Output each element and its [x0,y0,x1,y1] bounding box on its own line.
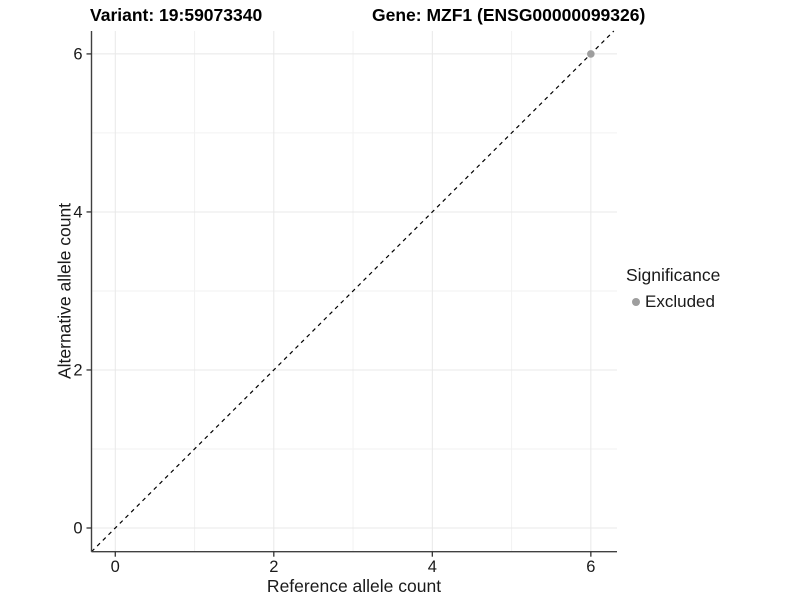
gene-title: Gene: MZF1 (ENSG00000099326) [372,5,646,25]
legend: Significance Excluded [626,265,720,312]
legend-item-excluded: Excluded [626,292,720,312]
excluded-point-icon [632,298,640,306]
identity-reference-line [91,30,615,553]
x-tick-label: 0 [111,558,120,576]
variant-title: Variant: 19:59073340 [90,5,263,25]
x-tick-label: 4 [428,558,437,576]
data-point-excluded [587,50,595,58]
legend-item-label: Excluded [645,292,715,311]
x-axis-title: Reference allele count [266,576,442,596]
y-tick-label: 2 [73,361,82,379]
y-axis-title: Alternative allele count [54,202,75,380]
legend-title: Significance [626,265,721,285]
y-tick-label: 4 [73,203,82,221]
x-tick-label: 2 [269,558,278,576]
x-tick-label: 6 [586,558,595,576]
y-tick-label: 6 [73,45,82,63]
y-tick-label: 0 [73,519,82,537]
